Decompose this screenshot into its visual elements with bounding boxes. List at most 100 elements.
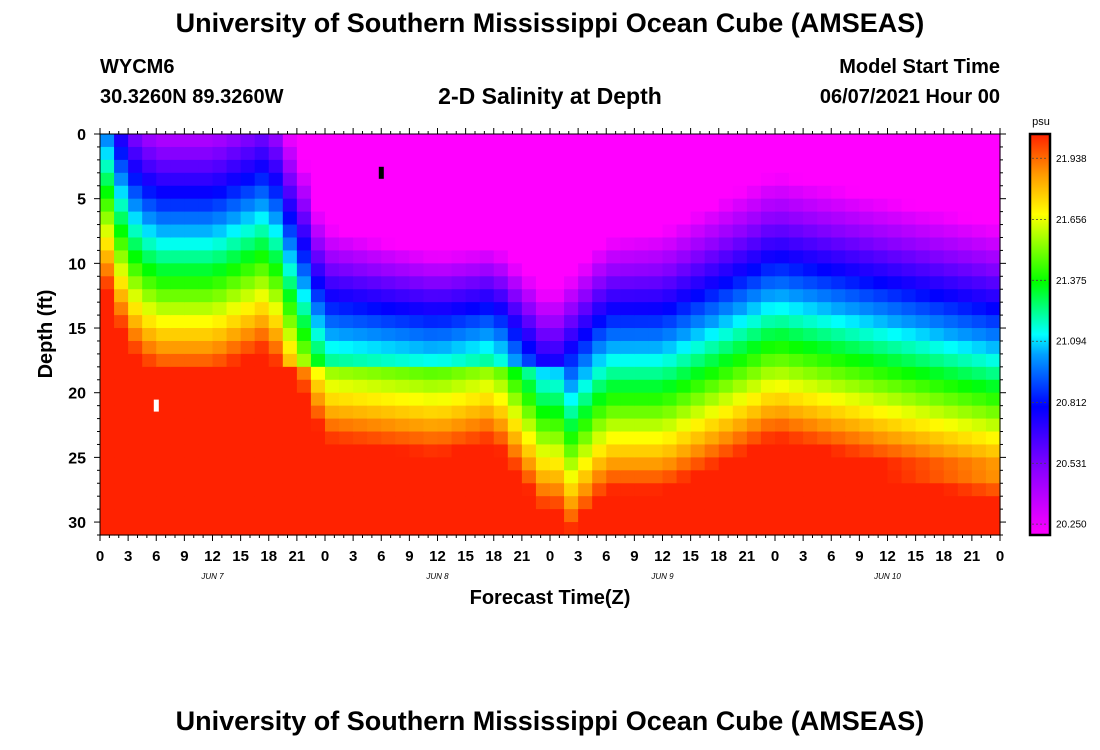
heatmap-cell (606, 315, 621, 329)
heatmap-cell (592, 211, 607, 226)
heatmap-cell (451, 431, 467, 446)
y-tick-label: 5 (77, 192, 86, 209)
heatmap-cell (620, 315, 635, 329)
heatmap-cell (859, 276, 875, 290)
heatmap-cell (465, 444, 481, 458)
heatmap-cell (746, 470, 762, 484)
heatmap-cell (100, 289, 115, 303)
heatmap-cell (746, 276, 762, 290)
heatmap-cell (803, 159, 818, 174)
heatmap-cell (704, 470, 720, 484)
heatmap-cell (859, 379, 875, 394)
heatmap-cell (310, 509, 326, 523)
heatmap-cell (592, 392, 607, 407)
heatmap-cell (114, 431, 129, 446)
heatmap-cell (564, 509, 579, 523)
heatmap-cell (381, 146, 396, 161)
heatmap-cell (100, 444, 115, 458)
heatmap-cell (606, 198, 621, 213)
heatmap-cell (831, 198, 846, 213)
heatmap-cell (831, 353, 846, 368)
heatmap-cell (170, 172, 185, 187)
heatmap-cell (929, 470, 945, 484)
heatmap-cell (943, 418, 959, 433)
heatmap-cell (507, 431, 523, 446)
heatmap-cell (296, 263, 312, 277)
heatmap-cell (943, 392, 959, 407)
heatmap-cell (620, 405, 635, 420)
heatmap-cell (282, 328, 298, 342)
heatmap-cell (437, 496, 453, 510)
heatmap-cell (704, 185, 720, 200)
heatmap-cell (521, 250, 537, 264)
heatmap-cell (184, 172, 200, 187)
heatmap-cell (395, 457, 410, 471)
heatmap-cell (381, 276, 396, 290)
heatmap-cell (789, 418, 804, 433)
heatmap-cell (353, 224, 368, 239)
heatmap-cell (451, 263, 467, 277)
heatmap-cell (648, 224, 664, 239)
heatmap-cell (268, 211, 284, 226)
heatmap-cell (409, 366, 425, 381)
heatmap-cell (943, 483, 959, 497)
heatmap-cell (184, 302, 200, 316)
heatmap-cell (170, 134, 185, 148)
heatmap-cell (634, 522, 650, 536)
heatmap-cell (915, 328, 931, 342)
heatmap-cell (100, 483, 115, 497)
heatmap-cell (493, 353, 509, 368)
heatmap-cell (521, 457, 537, 471)
heatmap-cell (704, 315, 720, 329)
heatmap-cell (662, 172, 678, 187)
heatmap-cell (128, 250, 143, 264)
heatmap-cell (746, 522, 762, 536)
heatmap-cell (339, 237, 354, 252)
heatmap-cell (746, 418, 762, 433)
heatmap-cell (395, 340, 410, 355)
heatmap-cell (493, 470, 509, 484)
heatmap-cell (479, 379, 495, 394)
heatmap-cell (662, 289, 678, 303)
heatmap-cell (704, 172, 720, 187)
heatmap-cell (198, 302, 214, 316)
heatmap-cell (887, 198, 903, 213)
x-tick-label: 12 (654, 548, 671, 565)
heatmap-cell (578, 159, 593, 174)
heatmap-cell (662, 444, 678, 458)
heatmap-cell (831, 418, 846, 433)
heatmap-cell (226, 289, 242, 303)
heatmap-cell (310, 185, 326, 200)
heatmap-cell (775, 483, 790, 497)
heatmap-cell (578, 276, 593, 290)
heatmap-cell (789, 483, 804, 497)
heatmap-cell (915, 470, 931, 484)
heatmap-cell (859, 444, 875, 458)
heatmap-cell (296, 211, 312, 226)
heatmap-cell (282, 250, 298, 264)
heatmap-cell (831, 289, 846, 303)
heatmap-cell (929, 237, 945, 252)
heatmap-cell (254, 340, 270, 355)
heatmap-cell (760, 211, 776, 226)
heatmap-cell (184, 366, 200, 381)
heatmap-cell (184, 418, 200, 433)
heatmap-cell (521, 134, 537, 148)
heatmap-cell (367, 237, 382, 252)
heatmap-cell (564, 276, 579, 290)
heatmap-cell (775, 185, 790, 200)
heatmap-cell (240, 470, 256, 484)
heatmap-cell (845, 353, 860, 368)
heatmap-cell (915, 134, 931, 148)
heatmap-cell (831, 185, 846, 200)
heatmap-cell (845, 431, 860, 446)
heatmap-cell (592, 263, 607, 277)
heatmap-cell (198, 366, 214, 381)
heatmap-cell (521, 302, 537, 316)
heatmap-cell (718, 496, 734, 510)
heatmap-cell (254, 263, 270, 277)
heatmap-cell (296, 418, 312, 433)
heatmap-cell (718, 224, 734, 239)
heatmap-cell (156, 366, 171, 381)
heatmap-cell (170, 483, 185, 497)
